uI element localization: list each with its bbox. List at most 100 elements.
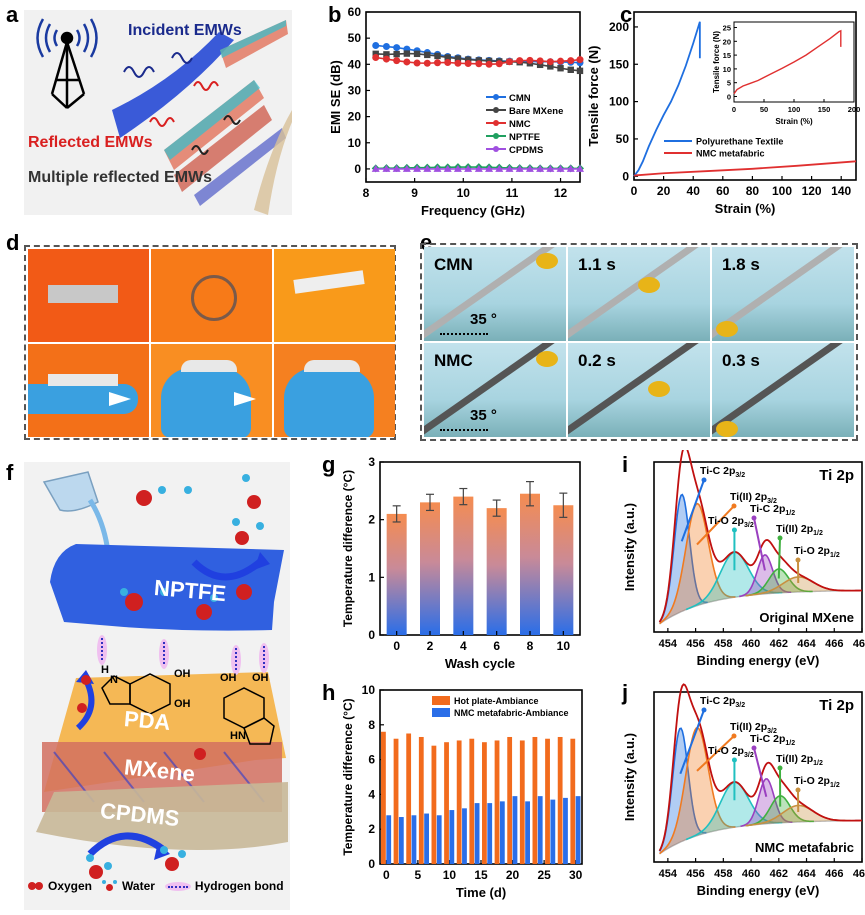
x-tick-label: 2 [427,639,434,653]
x-tick-label: 6 [493,639,500,653]
bar-nmc-day-22 [525,801,530,864]
inset-x-tick-label: 100 [788,105,801,114]
y-axis-label: Intensity (a.u.) [622,733,637,821]
x-tick-label: 468 [853,868,865,880]
plot-frame [366,12,580,182]
water-molecule-icon [102,880,118,892]
photo-strip-twisted-into-loop [151,249,272,342]
bar-hotplate-day-4 [406,734,411,865]
x-tick-label: 464 [797,868,816,880]
peak-label-3: Ti-C 2p1/2 [750,733,795,747]
chem-label-n: N [110,674,118,686]
legend-marker [493,94,499,100]
bar-nmc-day-16 [487,803,492,864]
data-point [537,57,544,64]
legend-label: CPDMS [509,145,543,156]
peak-arrowhead-5 [796,788,801,793]
x-axis-label: Wash cycle [445,656,515,671]
y-tick-label: 0 [368,628,375,642]
x-tick-label: 0 [383,868,390,882]
time-label: 1.1 s [578,255,616,275]
x-tick-label: 464 [797,638,816,650]
layer-label-pda: PDA [123,706,172,736]
sample-annotation: NMC metafabric [755,840,854,855]
series-line-nmc-metafabric [634,161,856,175]
bar-nmc-day-20 [513,796,518,864]
x-tick-label: 9 [411,186,418,200]
bar-nmc-day-4 [412,815,417,864]
bar-2 [420,502,440,635]
xps-title: Ti 2p [819,697,854,714]
chem-label-h: H [101,664,109,676]
legend-label: NMC metafabric [696,149,765,159]
data-point [393,51,399,57]
bar-hotplate-day-20 [507,737,512,864]
x-tick-label: 4 [460,639,467,653]
x-tick-label: 0 [631,184,638,198]
bar-hotplate-day-12 [457,740,462,864]
y-tick-label: 0 [368,857,375,871]
y-tick-label: 10 [362,683,376,697]
photo-nmc-frame-2: 0.3 s [712,343,854,437]
data-point [393,44,400,51]
data-point [372,42,379,49]
peak-arrowhead-2 [732,758,737,763]
x-tick-label: 460 [742,638,760,650]
x-tick-label: 20 [657,184,671,198]
peak-arrowhead-3 [752,746,757,751]
y-tick-label: 4 [368,787,375,801]
y-tick-label: 100 [609,95,629,109]
x-tick-label: 20 [506,868,520,882]
bar-4 [453,497,473,635]
peak-arrowhead-4 [778,536,783,541]
x-tick-label: 460 [742,868,760,880]
y-tick-label: 60 [348,5,362,19]
photo-strip-on-glove-finger [28,344,149,437]
bar-hotplate-day-24 [533,737,538,864]
x-tick-label: 462 [770,638,788,650]
legend-marker [493,107,499,113]
panel-letter-d: d [6,232,19,254]
legend-label-hydrogen-bond: Hydrogen bond [195,879,284,893]
y-tick-label: 2 [368,513,375,527]
water-droplet [536,351,558,367]
bar-8 [520,494,540,635]
chem-label-oh-1: OH [174,668,191,680]
bar-hotplate-day-2 [394,739,399,864]
peak-label-5: Ti-O 2p1/2 [794,545,840,559]
blue-glove [284,368,374,437]
x-tick-label: 8 [527,639,534,653]
time-label: 0.2 s [578,351,616,371]
peak-label-4: Ti(II) 2p1/2 [776,523,823,537]
x-tick-label: 120 [802,184,822,198]
legend-label: Hot plate-Ambiance [454,696,539,706]
bar-nmc-day-28 [563,798,568,864]
chart-i-xps-original: 454456458460462464466468Binding energy (… [604,450,865,680]
bar-nmc-day-26 [550,800,555,864]
data-point [465,60,472,67]
data-point [414,60,421,67]
inset-y-tick-label: 25 [723,24,731,33]
x-tick-label: 458 [714,868,732,880]
incident-emws-label: Incident EMWs [128,22,242,40]
bar-nmc-day-10 [449,810,454,864]
peak-label-4: Ti(II) 2p1/2 [776,753,823,767]
y-tick-label: 20 [348,110,362,124]
bar-nmc-day-18 [500,801,505,864]
legend-marker [493,146,499,152]
peak-label-2: Ti-O 2p3/2 [708,515,754,529]
legend-label: CMN [509,93,531,104]
sample-annotation: Original MXene [759,610,854,625]
data-point [434,59,441,66]
x-tick-label: 5 [415,868,422,882]
data-point [424,52,430,58]
multiple-reflected-emws-label: Multiple reflected EMWs [28,169,212,187]
bar-nmc-day-6 [424,814,429,864]
bar-nmc-day-30 [576,796,581,864]
data-point [404,50,410,56]
bar-nmc-day-24 [538,796,543,864]
y-tick-label: 2 [368,822,375,836]
